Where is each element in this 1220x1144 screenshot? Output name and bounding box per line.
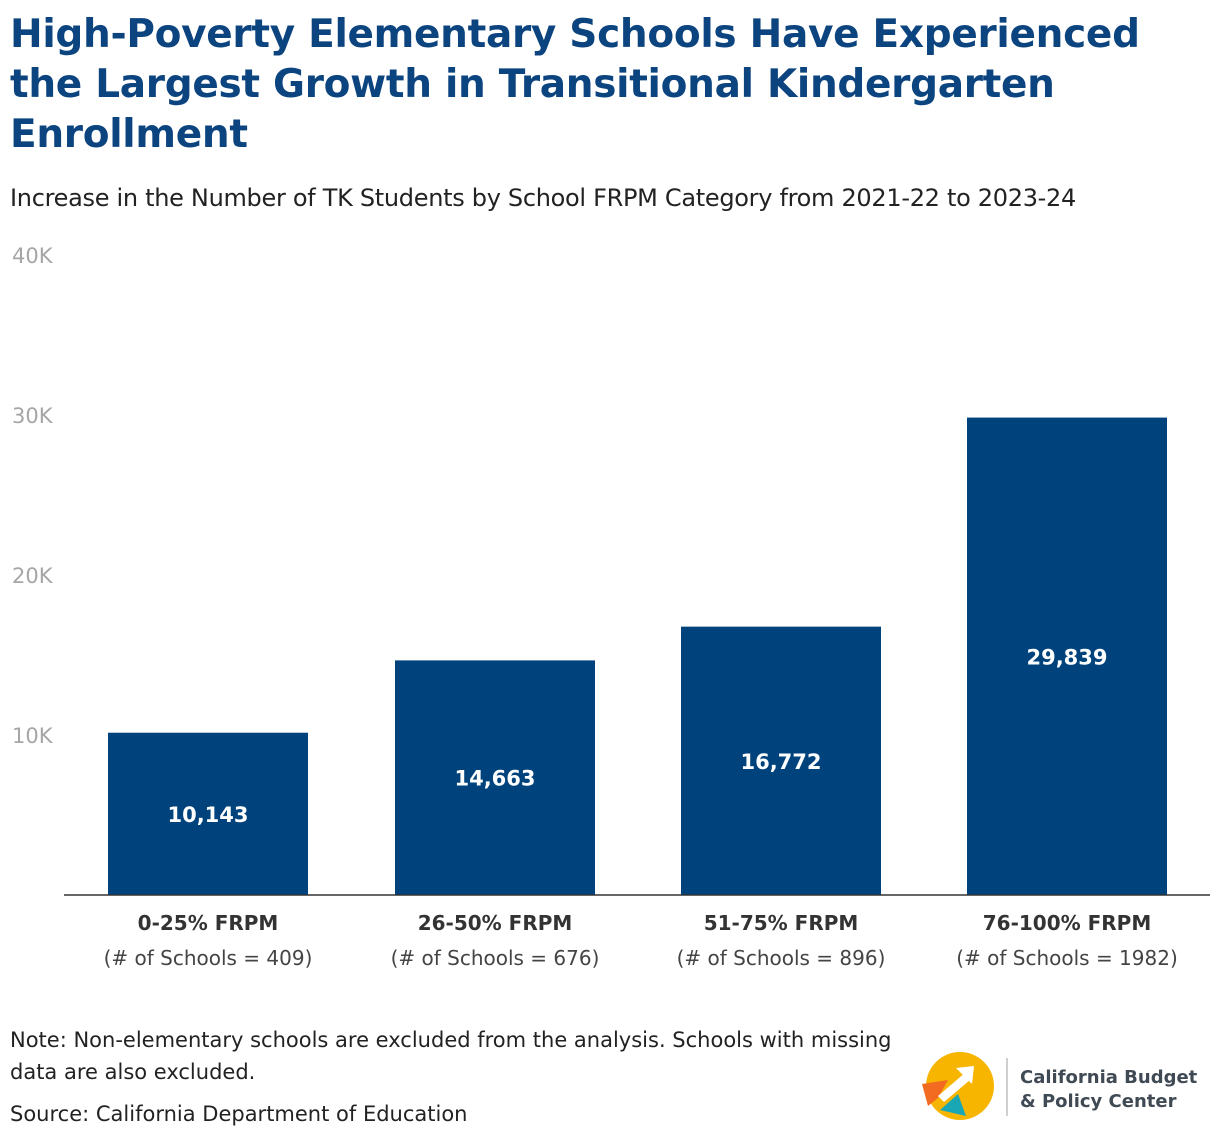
x-category-sublabel: (# of Schools = 896) xyxy=(677,946,886,970)
bar xyxy=(681,626,881,895)
bar-value-label: 29,839 xyxy=(1026,645,1107,669)
chart-note: Note: Non-elementary schools are exclude… xyxy=(10,1028,892,1084)
x-category-sublabel: (# of Schools = 409) xyxy=(104,946,313,970)
x-category-sublabel: (# of Schools = 1982) xyxy=(956,946,1178,970)
bars: 10,143 14,663 16,772 29,839 xyxy=(108,417,1167,895)
x-category-label: 51-75% FRPM xyxy=(704,911,859,935)
x-category-label: 0-25% FRPM xyxy=(138,911,279,935)
category-labels: 0-25% FRPM (# of Schools = 409) 26-50% FRP… xyxy=(104,911,1178,970)
x-category-label: 76-100% FRPM xyxy=(983,911,1152,935)
x-category-sublabel: (# of Schools = 676) xyxy=(391,946,600,970)
logo-line-2: & Policy Center xyxy=(1020,1091,1177,1112)
bar-chart: 10K 20K 30K 40K 10,143 14,663 16,772 29,839 0-… xyxy=(12,244,1210,970)
y-tick-label: 10K xyxy=(12,724,54,748)
bar xyxy=(108,732,308,895)
chart-title: High-Poverty Elementary Schools Have Exp… xyxy=(10,12,1140,157)
logo-line-1: California Budget xyxy=(1020,1067,1198,1088)
logo-divider xyxy=(1006,1058,1008,1116)
bar xyxy=(395,660,595,895)
organization-logo: California Budget & Policy Center xyxy=(918,1050,1218,1122)
y-tick-label: 40K xyxy=(12,244,54,268)
logo-text: California Budget & Policy Center xyxy=(1020,1066,1197,1114)
y-tick-label: 30K xyxy=(12,404,54,428)
chart-source: Source: California Department of Educati… xyxy=(10,1102,468,1126)
chart-subtitle: Increase in the Number of TK Students by… xyxy=(10,184,1076,212)
bar-value-label: 10,143 xyxy=(167,803,248,827)
bar-value-label: 14,663 xyxy=(454,767,535,791)
bar xyxy=(967,417,1167,895)
y-axis-ticks: 10K 20K 30K 40K xyxy=(12,244,54,748)
x-category-label: 26-50% FRPM xyxy=(418,911,573,935)
logo-mark-icon xyxy=(922,1052,994,1120)
y-tick-label: 20K xyxy=(12,564,54,588)
bar-value-label: 16,772 xyxy=(740,750,821,774)
